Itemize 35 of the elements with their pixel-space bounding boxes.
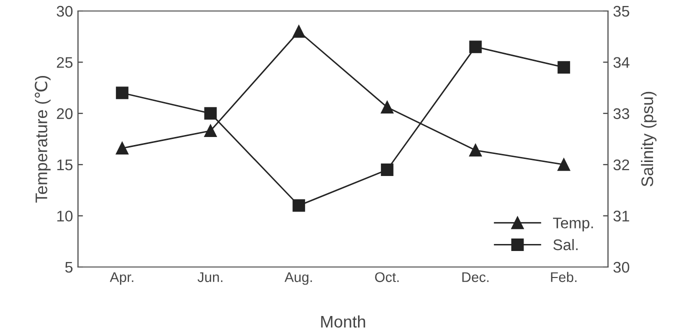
point (116, 142, 128, 154)
x-axis-title: Month (321, 315, 366, 328)
x-tick-label: Dec. (462, 272, 489, 282)
y-tick-label: 15 (57, 160, 72, 170)
x-tick-label: Oct. (375, 272, 399, 282)
x-tick-label: Jun. (198, 272, 222, 282)
point (292, 199, 306, 212)
y2-tick-label: 33 (613, 108, 630, 120)
y-tick-label: 20 (56, 108, 73, 120)
y-tick-label: 30 (56, 6, 73, 17)
y-tick-label: 5 (65, 262, 72, 273)
legend-label: Sal. (553, 239, 578, 250)
point (558, 61, 570, 74)
y2-tick-label: 34 (613, 57, 630, 68)
y2-tick-label: 30 (613, 262, 630, 273)
y-tick-label: 10 (57, 210, 73, 222)
y2-tick-label: 31 (613, 210, 630, 222)
y2-tick-label: 35 (613, 6, 630, 17)
y-tick-label: 25 (56, 57, 72, 68)
x-tick-label: Apr. (110, 272, 134, 285)
y2-tick-label: 32 (613, 159, 630, 170)
x-tick-label: Feb. (551, 272, 576, 282)
y2-axis-title: Salinity (psu) (640, 92, 656, 186)
point (204, 107, 217, 120)
point (292, 25, 306, 38)
point (558, 158, 570, 171)
legend-label: Temp. (553, 218, 593, 232)
point (469, 40, 482, 54)
point (469, 144, 482, 157)
y-axis-title: Temperature (℃) (34, 76, 51, 203)
point (116, 86, 128, 100)
point (204, 124, 217, 138)
point (380, 163, 394, 176)
x-tick-label: Aug. (284, 272, 312, 285)
point (380, 101, 394, 114)
